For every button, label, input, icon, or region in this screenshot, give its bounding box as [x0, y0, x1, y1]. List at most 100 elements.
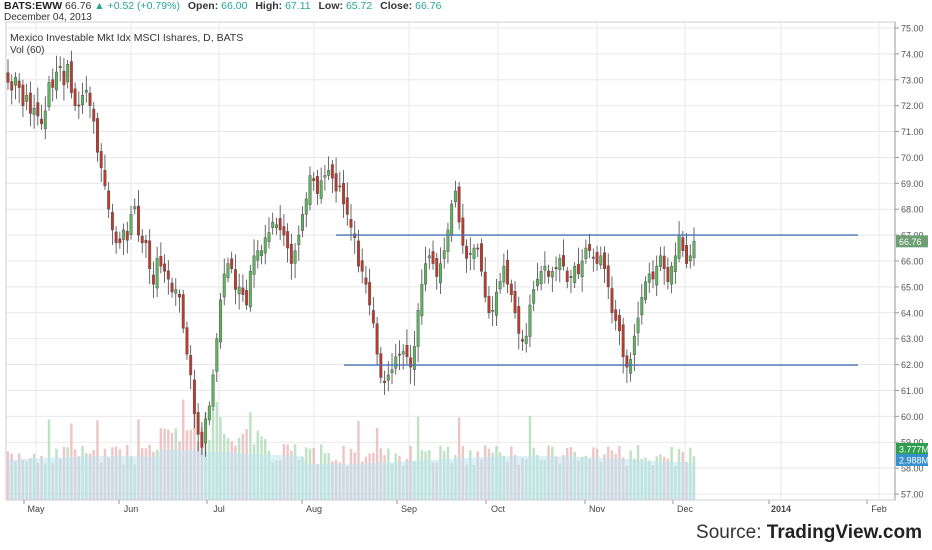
price-tick-label: 63.00	[901, 334, 924, 344]
candle-body	[584, 247, 588, 260]
candle-body	[528, 304, 532, 337]
time-axis: May Jun Jul Aug Sep Oct Nov Dec 2014 Feb	[23, 500, 887, 514]
candle-body	[636, 317, 640, 334]
candle-body	[248, 271, 252, 308]
candle-body	[103, 169, 107, 187]
candle-body	[524, 335, 528, 344]
candle-body	[219, 299, 222, 343]
candle-body	[655, 265, 659, 286]
date-label: December 04, 2013	[4, 12, 92, 23]
price-tick-label: 60.00	[901, 412, 924, 422]
candle-body	[513, 291, 517, 314]
candle-body	[371, 310, 375, 324]
candle-body	[390, 369, 394, 374]
candle-body	[96, 118, 99, 153]
volume-bar	[182, 399, 185, 500]
candle-body	[412, 346, 416, 370]
candle-body	[10, 81, 14, 91]
candle-body	[274, 224, 278, 229]
candle-body	[558, 258, 562, 271]
candle-body	[110, 211, 114, 231]
candle-body	[267, 232, 271, 243]
price-tick-label: 64.00	[901, 308, 924, 318]
candle-body	[345, 197, 349, 215]
candle-body	[483, 271, 487, 298]
candle-body	[196, 412, 200, 435]
price-tick-label: 71.00	[901, 127, 924, 137]
candle-body	[137, 205, 140, 236]
time-tick-label: Dec	[677, 504, 694, 514]
candle-body	[506, 259, 510, 285]
candle-body	[409, 357, 413, 368]
candle-body	[666, 267, 670, 282]
candle-body	[427, 255, 431, 259]
candle-body	[122, 229, 126, 240]
candle-body	[215, 338, 219, 372]
candle-body	[73, 88, 77, 106]
last-price: 66.76	[65, 0, 92, 12]
last-price-tag-bg	[896, 235, 928, 248]
candle-body	[617, 315, 621, 332]
candle-body	[140, 235, 144, 244]
candle-body	[114, 231, 118, 244]
candle-body	[457, 186, 461, 223]
candle-body	[66, 63, 70, 83]
support-resistance-lines[interactable]	[336, 234, 858, 366]
candle-body	[159, 256, 163, 267]
candle-body	[312, 178, 316, 181]
candle-body	[476, 247, 480, 250]
candle-body	[565, 270, 569, 282]
time-tick-label: Jul	[213, 504, 225, 514]
candle-body	[603, 252, 606, 270]
price-chart[interactable]: 57.00 58.00 59.00 60.00 61.00 62.00 63.00 64.00…	[0, 0, 932, 520]
candle-body	[550, 271, 554, 278]
candle-body	[431, 251, 435, 264]
candle-body	[252, 255, 256, 275]
candle-body	[356, 240, 360, 267]
candle-body	[181, 294, 185, 329]
candle-body	[155, 258, 159, 289]
price-tick-label: 62.00	[901, 360, 924, 370]
candle-body	[651, 271, 655, 280]
candle-body	[640, 296, 644, 316]
price-tick-label: 70.00	[901, 153, 924, 163]
price-tick-label: 74.00	[901, 49, 924, 59]
candle-body	[144, 240, 148, 244]
low-label: Low:	[318, 0, 344, 12]
volume-bar	[357, 420, 360, 500]
candle-body	[420, 284, 424, 317]
time-tick-label: Feb	[871, 504, 887, 514]
candle-body	[416, 309, 420, 347]
candle-body	[304, 198, 308, 215]
candle-body	[647, 273, 651, 283]
last-price-tag: 66.76	[899, 237, 922, 247]
candle-body	[32, 108, 36, 115]
candle-body	[6, 72, 10, 83]
candle-body	[207, 405, 211, 421]
candlesticks	[6, 50, 696, 457]
candle-body	[237, 286, 241, 295]
price-tick-label: 58.00	[901, 464, 924, 474]
candle-body	[133, 206, 137, 210]
price-tick-label: 61.00	[901, 386, 924, 396]
open-label: Open:	[187, 0, 219, 12]
candle-body	[81, 95, 85, 106]
candle-body	[599, 255, 603, 266]
candle-body	[364, 277, 368, 285]
candle-body	[36, 102, 40, 117]
candle-body	[271, 221, 275, 228]
candle-body	[681, 237, 685, 251]
candle-body	[677, 234, 681, 259]
candle-body	[189, 355, 193, 376]
candle-body	[480, 243, 483, 272]
candle-body	[658, 255, 662, 267]
candle-body	[644, 281, 647, 300]
candle-body	[468, 252, 472, 255]
candle-body	[241, 287, 245, 295]
candle-body	[692, 241, 696, 259]
candle-body	[580, 260, 584, 278]
candle-body	[301, 214, 304, 231]
time-tick-label: May	[27, 504, 45, 514]
candle-body	[543, 265, 547, 271]
candle-body	[163, 263, 167, 272]
